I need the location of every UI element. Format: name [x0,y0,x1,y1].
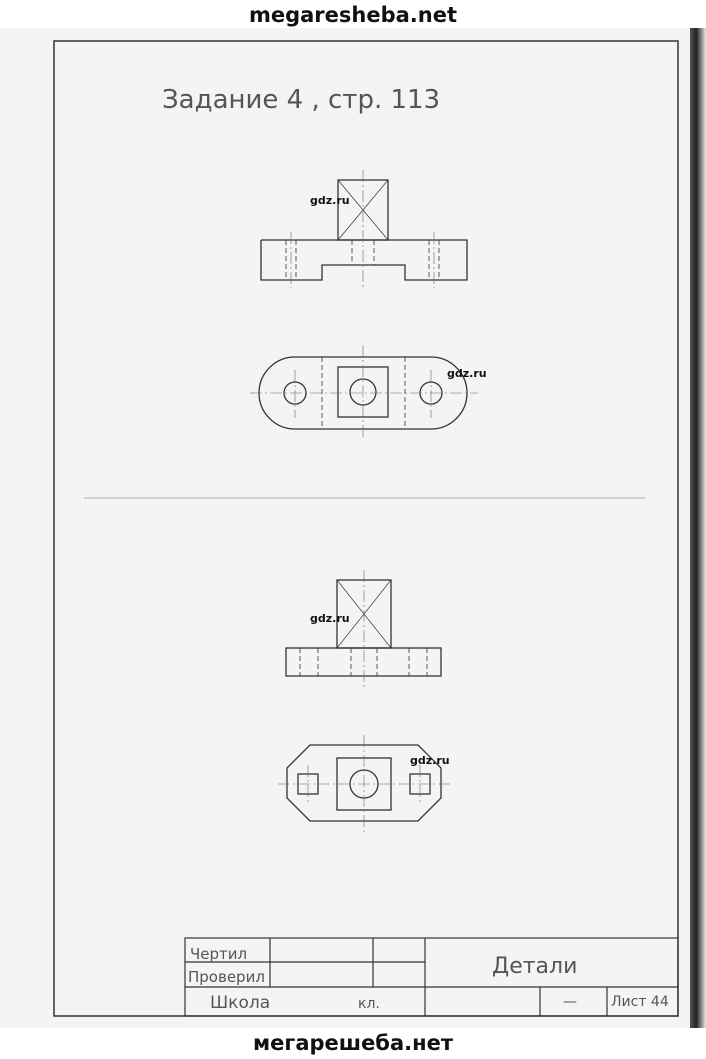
sheet-number: Лист 44 [611,994,669,1010]
drawn-by-label: Чертил [190,945,247,963]
part2-front-view [285,570,442,688]
part1-front-view [260,170,468,290]
part2-top-view [278,735,450,832]
drawing-frame [53,40,679,1017]
gdz-watermark-2: gdz.ru [447,367,487,380]
title-block [184,937,679,1017]
sheet-edge-shadow [690,28,706,1028]
school-label: Школа [210,993,270,1013]
gdz-watermark-3: gdz.ru [310,612,350,625]
drawing-name: Детали [492,954,577,979]
gdz-watermark-1: gdz.ru [310,194,350,207]
site-watermark-top: megaresheba.net [248,3,458,27]
part1-top-view [250,345,478,440]
assignment-title: Задание 4 , стр. 113 [162,85,440,115]
paper-sheet [0,28,706,1028]
gdz-watermark-4: gdz.ru [410,754,450,767]
title-block-dash: — [563,994,577,1010]
site-watermark-bottom: мегарешеба.нет [252,1031,454,1055]
class-label: кл. [358,996,380,1012]
checked-by-label: Проверил [188,968,265,986]
